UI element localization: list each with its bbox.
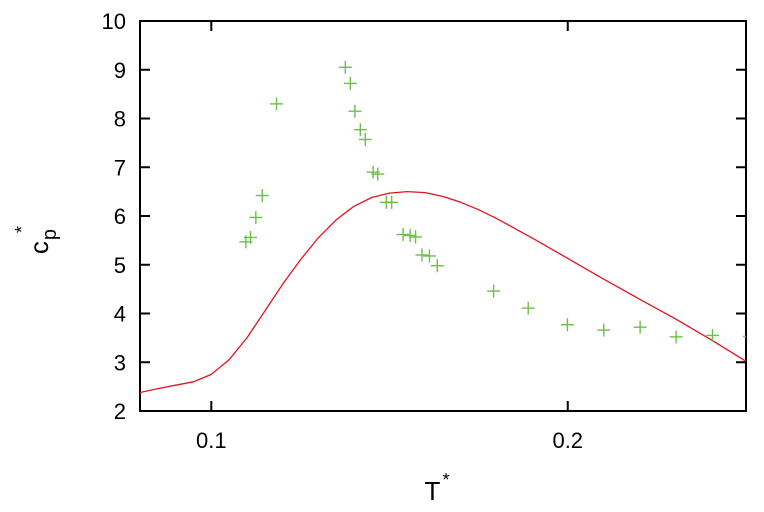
y-tick-label: 10 <box>102 9 126 34</box>
data-point <box>353 123 367 137</box>
x-tick-label: 0.1 <box>196 428 227 453</box>
y-tick-label: 8 <box>114 107 126 132</box>
x-axis-label-sup: * <box>442 470 449 490</box>
x-tick-label: 0.2 <box>552 428 583 453</box>
data-point <box>255 189 269 203</box>
data-point <box>669 330 683 344</box>
tick-labels: 2 3 4 5 6 7 8 9 10 0.1 0.2 <box>102 9 584 453</box>
data-point <box>430 259 444 273</box>
data-point <box>270 97 284 111</box>
y-tick-label: 4 <box>114 302 126 327</box>
data-point <box>371 167 385 181</box>
data-point <box>743 335 746 338</box>
plot-frame <box>139 20 747 412</box>
y-tick-label: 9 <box>114 58 126 83</box>
data-point <box>403 229 417 242</box>
y-axis-label-sup: * <box>12 226 32 233</box>
y-tick-label: 3 <box>114 350 126 375</box>
data-point <box>244 230 258 244</box>
data-point <box>597 323 611 337</box>
data-point <box>343 76 357 90</box>
data-point <box>385 195 399 209</box>
data-point <box>487 284 501 298</box>
y-tick-label: 7 <box>114 155 126 180</box>
plot-area <box>140 60 746 394</box>
series-line <box>140 190 746 394</box>
data-point <box>422 249 436 263</box>
data-point <box>415 248 429 262</box>
tick-marks <box>140 20 746 412</box>
svg-text:cp*: cp * <box>12 226 61 254</box>
data-point <box>521 301 535 315</box>
y-axis-label-base: c <box>24 241 54 254</box>
plot-series <box>140 60 746 394</box>
data-point <box>560 318 574 332</box>
data-point <box>338 60 352 74</box>
y-tick-label: 5 <box>114 253 126 278</box>
data-point <box>633 320 647 334</box>
y-axis-label-sub: p <box>39 229 61 240</box>
x-axis-label-base: T <box>425 476 441 506</box>
data-point <box>409 230 423 244</box>
data-point <box>358 132 372 146</box>
data-point <box>705 328 719 342</box>
x-axis-label: T * <box>425 470 450 506</box>
y-axis-label: cp * <box>12 226 61 254</box>
data-point <box>249 210 263 224</box>
data-point <box>396 228 410 242</box>
y-tick-label: 6 <box>114 204 126 229</box>
data-point <box>348 104 362 118</box>
y-tick-label: 2 <box>114 399 126 424</box>
